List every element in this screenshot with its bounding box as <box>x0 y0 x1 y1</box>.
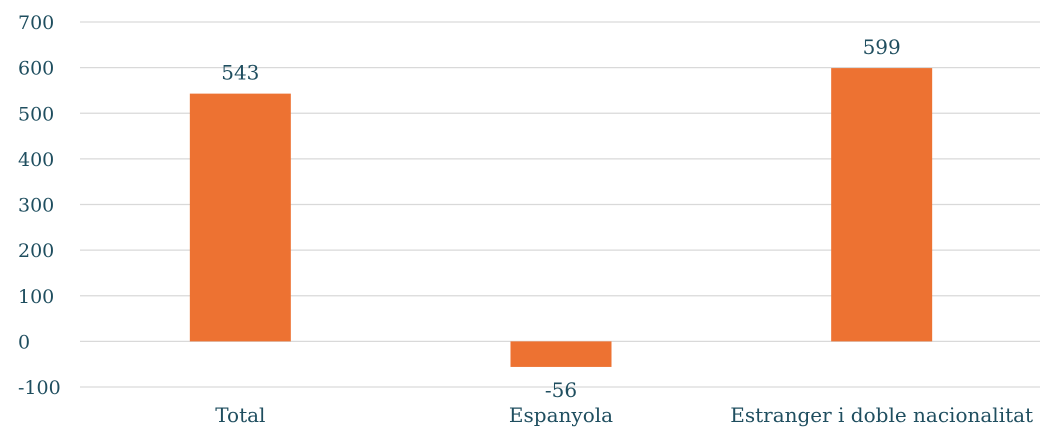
y-axis-tick-labels: 700 600 500 400 300 200 100 0 -100 <box>18 12 61 399</box>
y-tick-label: 200 <box>18 240 54 262</box>
bar-2 <box>831 68 933 342</box>
bar-0 <box>189 93 291 342</box>
y-tick-label: -100 <box>18 377 61 399</box>
bar-1 <box>510 341 612 367</box>
category-label: Estranger i doble nacionalitat <box>730 403 1033 427</box>
y-tick-label: 700 <box>18 12 54 34</box>
x-axis-category-labels: Total Espanyola Estranger i doble nacional… <box>215 403 1033 427</box>
y-tick-label: 0 <box>18 331 30 353</box>
y-tick-label: 100 <box>18 286 54 308</box>
y-tick-label: 300 <box>18 195 54 217</box>
data-labels: 543 -56 599 <box>221 35 901 402</box>
category-label: Espanyola <box>509 403 613 427</box>
y-tick-label: 500 <box>18 103 54 125</box>
category-label: Total <box>215 403 265 427</box>
bars <box>189 68 933 367</box>
y-tick-label: 400 <box>18 149 54 171</box>
data-label: 543 <box>221 61 259 85</box>
y-tick-label: 600 <box>18 58 54 80</box>
data-label: 599 <box>863 35 901 59</box>
data-label: -56 <box>545 378 577 402</box>
